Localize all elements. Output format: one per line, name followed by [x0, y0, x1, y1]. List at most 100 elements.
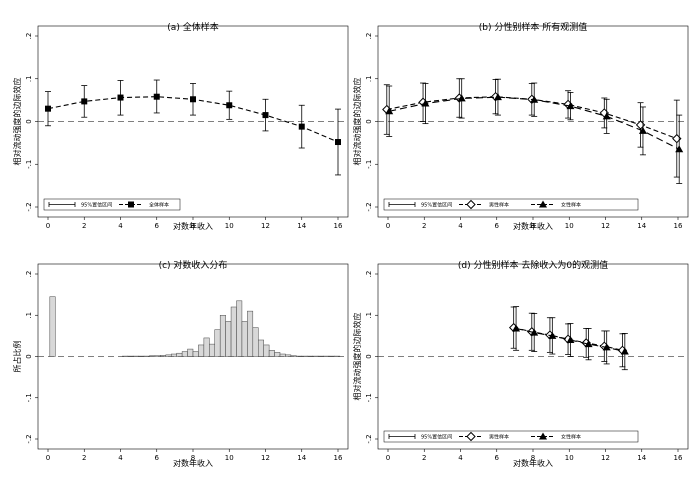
x-axis-label: 对数年收入: [513, 221, 553, 231]
legend-marker: [128, 202, 134, 208]
x-tick-label: 16: [674, 222, 683, 230]
x-tick-label: 2: [82, 222, 86, 230]
x-tick-label: 12: [601, 454, 610, 462]
x-tick-label: 6: [155, 454, 160, 462]
x-tick-label: 10: [565, 222, 574, 230]
x-tick-label: 0: [46, 222, 50, 230]
y-tick-label: 0: [25, 119, 33, 123]
legend-label: 男性样本: [489, 201, 509, 208]
histogram-bar: [264, 345, 269, 357]
histogram-bar: [160, 355, 165, 356]
legend-label: 95%置信区间: [421, 433, 452, 440]
legend-label: 女性样本: [561, 433, 581, 440]
histogram-bar: [150, 356, 155, 357]
histogram-bar: [258, 340, 263, 357]
legend-label: 女性样本: [561, 201, 581, 208]
legend: 95%置信区间 全体样本: [44, 199, 180, 210]
histogram-bar: [280, 354, 285, 356]
histogram-bar: [275, 352, 280, 356]
x-tick-label: 12: [261, 454, 270, 462]
series-triangle: [385, 79, 683, 184]
histogram-bar: [247, 311, 252, 356]
y-tick-label: -.1: [25, 160, 33, 169]
histogram-bar: [253, 328, 258, 357]
y-tick-label: 0: [25, 354, 33, 358]
x-tick-label: 4: [118, 454, 123, 462]
x-tick-label: 6: [495, 454, 500, 462]
data-point: [263, 112, 269, 118]
x-tick-label: 14: [637, 454, 646, 462]
x-tick-label: 12: [601, 222, 610, 230]
x-tick-label: 10: [225, 222, 234, 230]
x-tick-label: 4: [458, 222, 463, 230]
y-tick-label: .1: [25, 312, 33, 319]
x-tick-label: 14: [637, 222, 646, 230]
x-tick-label: 16: [334, 222, 343, 230]
legend-label: 全体样本: [149, 201, 169, 208]
y-axis-label: 相对流动强度的边际效应: [12, 78, 22, 166]
chart-title: (b) 分性别样本 所有观测值: [479, 21, 587, 33]
x-tick-label: 4: [118, 222, 123, 230]
x-tick-label: 12: [261, 222, 270, 230]
histogram-bar: [237, 301, 242, 357]
histogram-bar: [177, 353, 182, 356]
y-tick-label: 0: [365, 354, 373, 358]
data-point: [299, 124, 305, 130]
histogram-bar: [226, 321, 231, 356]
x-tick-label: 14: [297, 454, 306, 462]
series-square: [45, 80, 341, 175]
x-tick-label: 10: [565, 454, 574, 462]
x-tick-label: 0: [386, 454, 390, 462]
histogram-bar: [155, 356, 160, 357]
y-axis-label: 相对流动强度的边际效应: [352, 78, 362, 166]
histogram-bar: [242, 321, 247, 356]
x-axis-label: 对数年收入: [513, 458, 553, 468]
x-tick-label: 0: [386, 222, 390, 230]
y-tick-label: .2: [25, 33, 33, 40]
y-tick-label: .2: [365, 271, 373, 278]
y-tick-label: .2: [25, 271, 33, 278]
histogram-bar: [220, 315, 225, 356]
y-tick-label: -.2: [25, 434, 33, 443]
x-tick-label: 2: [422, 454, 426, 462]
data-point: [45, 106, 51, 112]
histogram-bar: [209, 344, 214, 356]
histogram-bar: [166, 355, 171, 357]
histogram-bar: [291, 356, 296, 357]
y-tick-label: -.2: [365, 202, 373, 211]
y-tick-label: -.1: [365, 393, 373, 402]
legend-label: 男性样本: [489, 433, 509, 440]
y-axis-label: 所占比例: [12, 341, 22, 373]
chart-title: (c) 对数收入分布: [159, 259, 228, 271]
histogram-bar: [193, 352, 198, 357]
legend-label: 95%置信区间: [421, 201, 452, 208]
x-tick-label: 16: [674, 454, 683, 462]
x-tick-label: 6: [155, 222, 160, 230]
chart-title: (d) 分性别样本 去除收入为0的观测值: [458, 259, 608, 271]
y-tick-label: -.1: [25, 393, 33, 402]
data-point: [81, 98, 87, 104]
y-tick-label: -.2: [365, 434, 373, 443]
x-tick-label: 10: [225, 454, 234, 462]
histogram-bar: [204, 338, 209, 357]
y-tick-label: -.1: [365, 160, 373, 169]
histogram-bar: [215, 330, 220, 357]
histogram-bar: [269, 350, 274, 356]
data-point: [335, 139, 341, 145]
legend-label: 95%置信区间: [81, 201, 112, 208]
series-triangle: [512, 307, 629, 370]
histogram-bar: [50, 297, 55, 357]
series-diamond: [383, 79, 681, 177]
data-point: [226, 102, 232, 108]
histogram-bar: [182, 352, 187, 357]
data-point: [190, 96, 196, 102]
y-axis-label: 相对流动强度的边际效应: [352, 313, 362, 401]
legend: 95%置信区间 男性样本 女性样本: [384, 431, 638, 442]
histogram-bar: [285, 355, 290, 357]
x-tick-label: 2: [422, 222, 426, 230]
